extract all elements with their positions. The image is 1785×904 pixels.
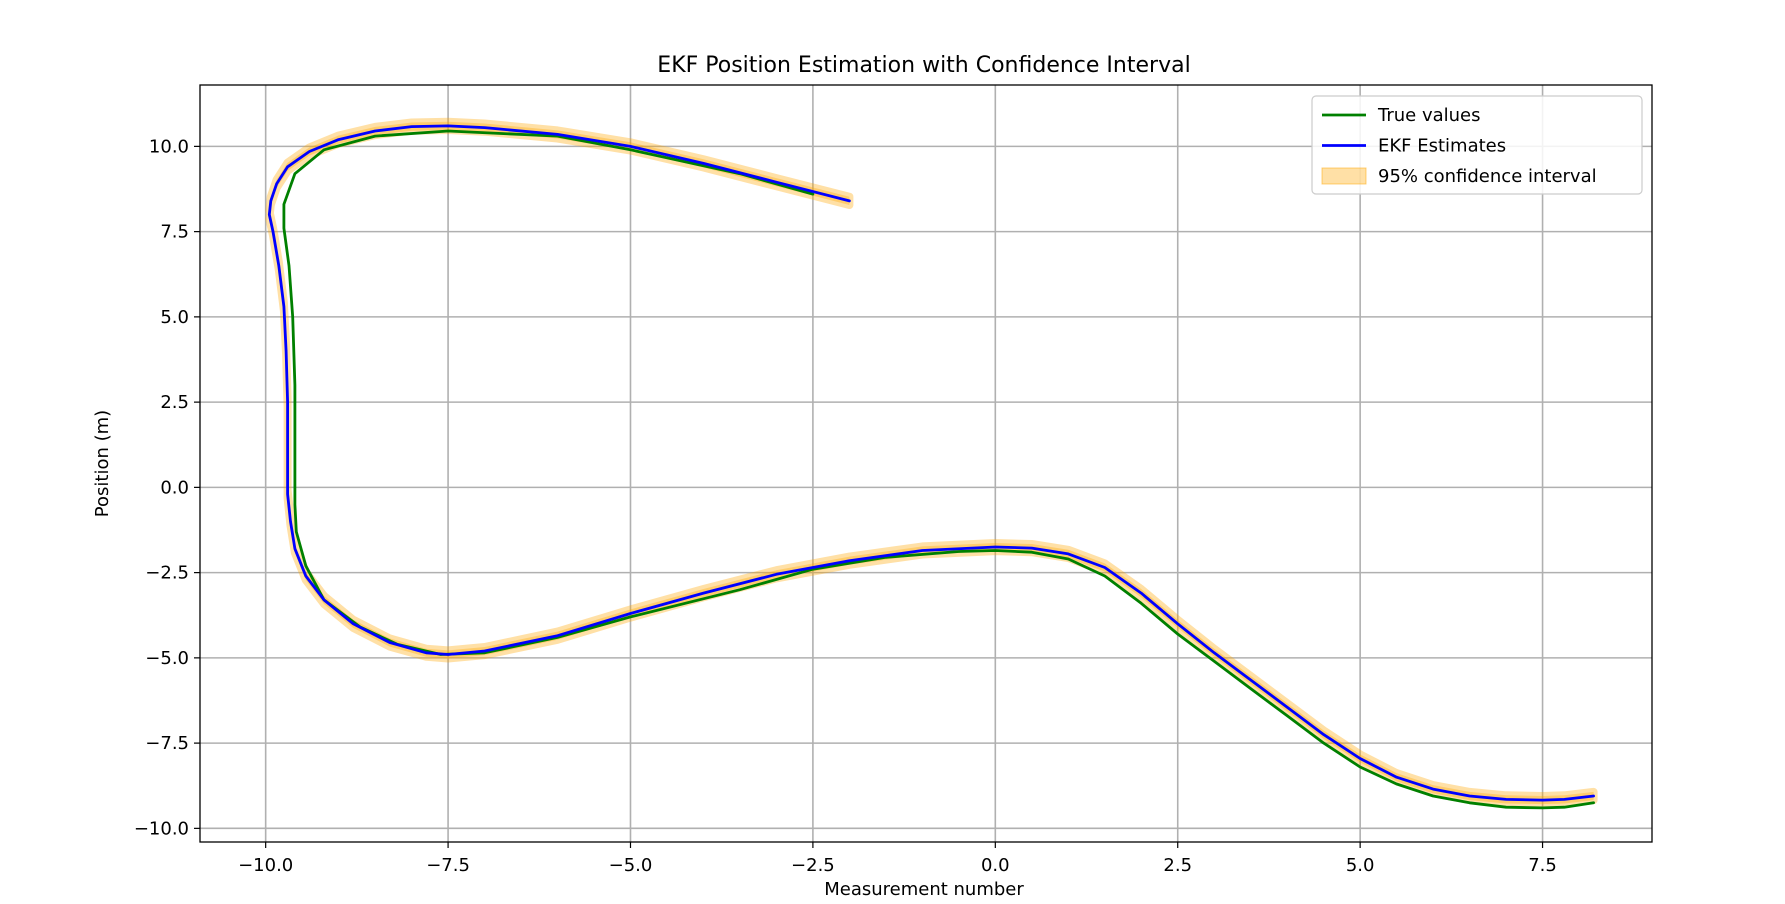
legend: True values EKF Estimates 95% confidence i… <box>1311 95 1643 195</box>
legend-label: 95% confidence interval <box>1378 166 1597 187</box>
y-tick-label: 5.0 <box>160 307 189 328</box>
x-tick-label: 2.5 <box>1163 855 1192 876</box>
y-axis-ticks: −10.0 −7.5 −5.0 −2.5 0.0 2.5 5.0 7.5 10.0 <box>134 136 200 839</box>
y-tick-label: 0.0 <box>160 477 189 498</box>
legend-swatch <box>1321 167 1367 185</box>
x-tick-label: 5.0 <box>1346 855 1375 876</box>
y-tick-label: −10.0 <box>134 818 189 839</box>
legend-label: True values <box>1377 105 1481 126</box>
y-tick-label: 7.5 <box>160 222 189 243</box>
x-tick-label: −7.5 <box>426 855 470 876</box>
series-line-true-values <box>282 129 1595 810</box>
plot-frame <box>199 84 1653 843</box>
legend-label: EKF Estimates <box>1378 136 1506 157</box>
x-tick-label: 0.0 <box>981 855 1010 876</box>
y-tick-label: 2.5 <box>160 392 189 413</box>
y-tick-label: −7.5 <box>145 733 189 754</box>
x-tick-label: −5.0 <box>609 855 653 876</box>
x-tick-label: −10.0 <box>238 855 293 876</box>
chart-title: EKF Position Estimation with Confidence … <box>657 53 1190 78</box>
x-axis-ticks: −10.0 −7.5 −5.0 −2.5 0.0 2.5 5.0 7.5 <box>238 842 1557 876</box>
y-tick-label: 10.0 <box>149 136 189 157</box>
x-axis-label: Measurement number <box>824 879 1024 900</box>
series-line-ekf-estimates <box>267 124 1595 802</box>
confidence-band-layer <box>265 117 1598 809</box>
y-axis-label: Position (m) <box>92 410 113 517</box>
x-tick-label: 7.5 <box>1528 855 1557 876</box>
y-tick-label: −2.5 <box>145 563 189 584</box>
grid-layer <box>200 85 1652 842</box>
x-tick-label: −2.5 <box>791 855 835 876</box>
series-layer <box>267 124 1595 810</box>
y-tick-label: −5.0 <box>145 648 189 669</box>
legend-box <box>1311 95 1643 195</box>
confidence-interval-band <box>265 117 1598 809</box>
